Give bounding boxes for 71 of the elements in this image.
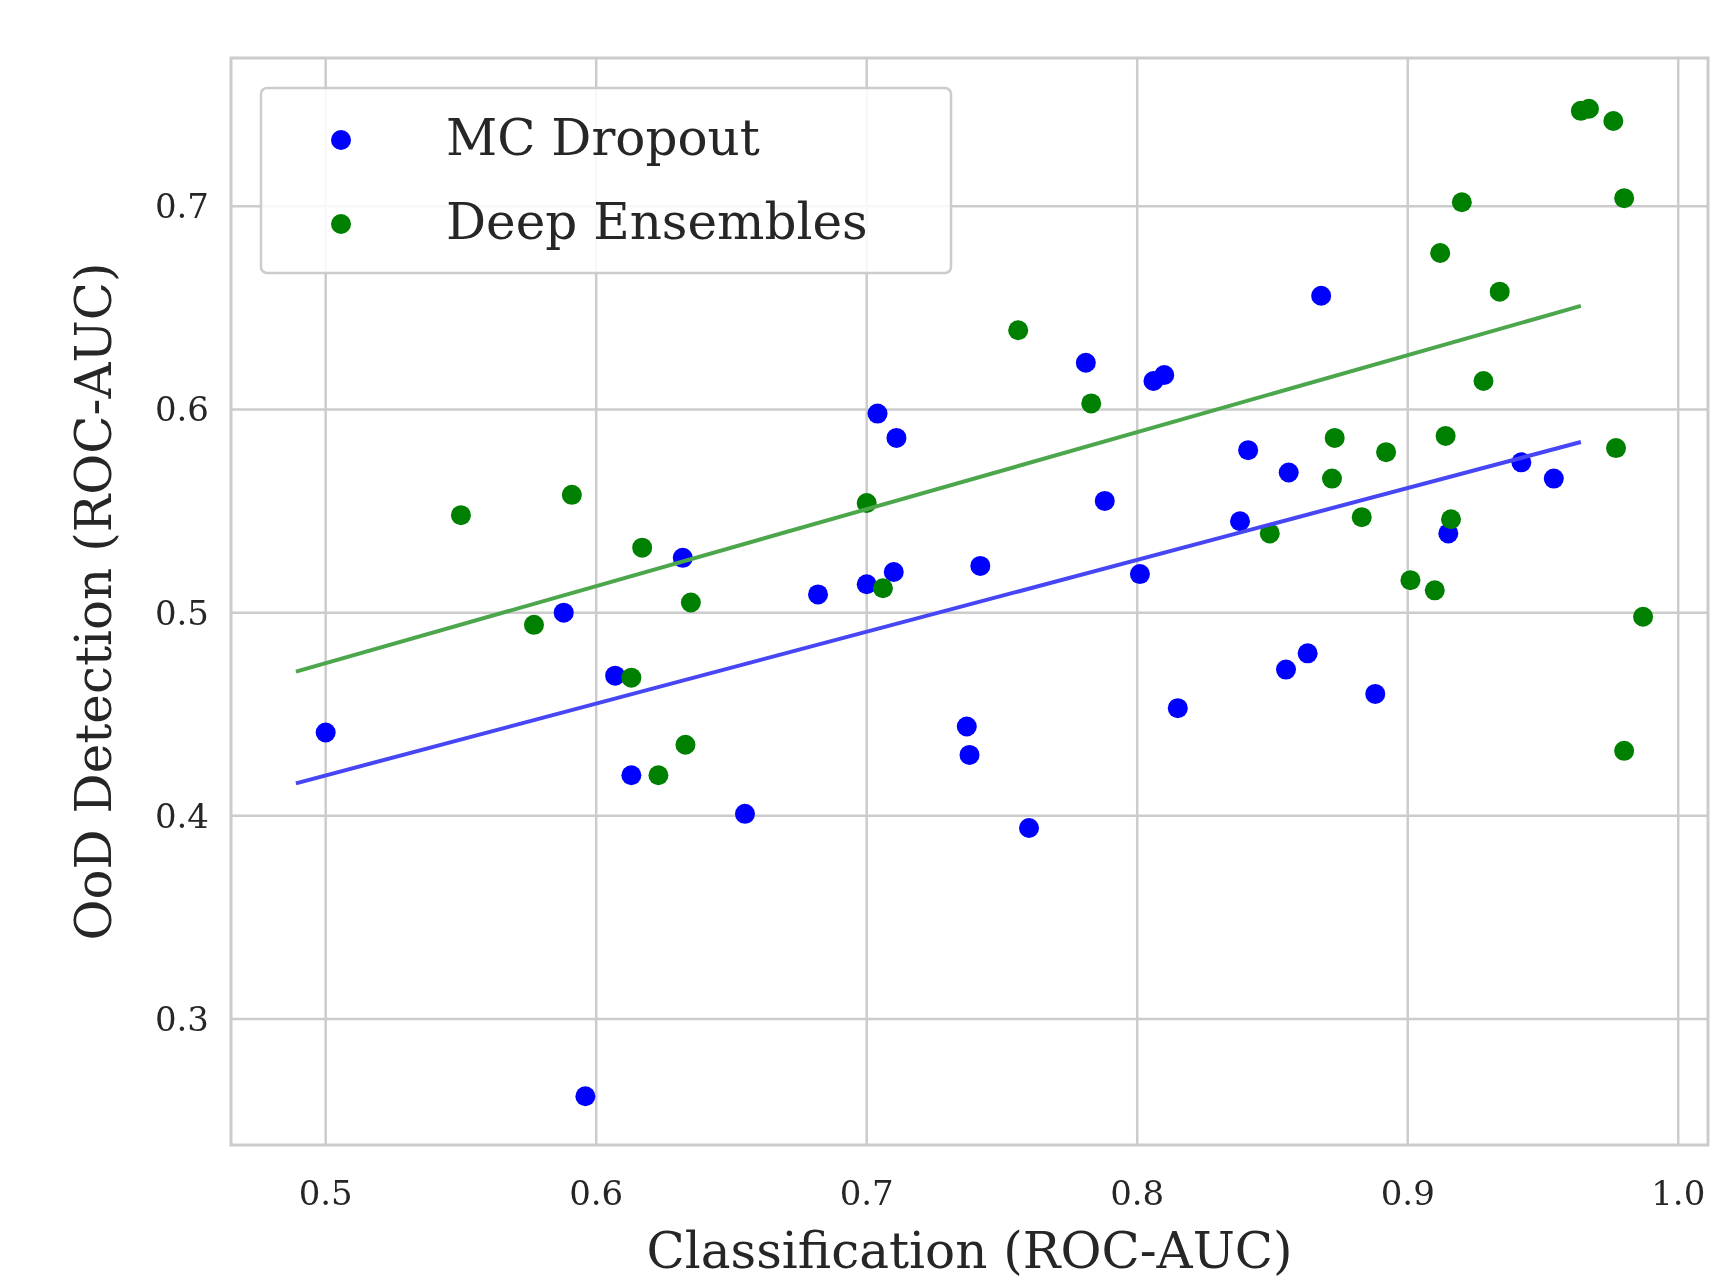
point [523,614,544,635]
x-tick-label: 0.6 [569,1173,624,1213]
point [1094,490,1115,511]
point [1633,606,1654,627]
y-tick-label: 0.4 [154,795,209,836]
point [621,667,642,688]
point [959,744,980,765]
point [1081,393,1102,414]
x-tick-label: 1.0 [1651,1173,1706,1213]
point [1311,285,1332,306]
point [1435,425,1456,446]
point [561,484,582,505]
point [1543,468,1564,489]
point [1230,511,1251,532]
point [1019,818,1040,839]
point [1430,243,1451,264]
x-axis-title: Classification (ROC-AUC) [646,1222,1293,1280]
point [553,602,574,623]
x-tick-label: 0.5 [298,1173,353,1213]
point [1424,580,1445,601]
point [1400,570,1421,591]
y-tick-label: 0.5 [154,592,209,633]
point [1614,740,1635,761]
point [648,765,669,786]
point [1351,507,1372,528]
point [1376,442,1397,463]
point [872,578,893,599]
point [808,584,829,605]
point [1603,110,1624,131]
point [450,505,471,526]
point [575,1086,596,1107]
legend-label: Deep Ensembles [446,193,868,251]
point [632,537,653,558]
point [605,665,626,686]
point [1441,509,1462,530]
y-axis-title: OoD Detection (ROC-AUC) [65,262,123,941]
point [1365,683,1386,704]
point [856,574,877,595]
point [1278,462,1299,483]
point [883,562,904,583]
x-tick-label: 0.8 [1110,1173,1165,1213]
point [1451,192,1472,213]
point [1489,281,1510,302]
point [1167,698,1188,719]
y-tick-label: 0.7 [154,186,209,227]
point [1473,371,1494,392]
point [1606,438,1627,459]
point [734,803,755,824]
point [970,555,991,576]
point [1008,320,1029,341]
point [1276,659,1296,680]
point [1614,188,1635,209]
point [1154,364,1175,385]
point [956,716,977,737]
point [867,403,888,424]
point [315,722,336,743]
point [621,765,642,786]
y-tick-label: 0.6 [154,389,209,430]
y-tick-label: 0.3 [154,999,209,1040]
point [886,427,907,448]
point [675,734,696,755]
legend-label: MC Dropout [446,109,760,167]
point [1297,643,1318,664]
point [680,592,701,613]
point [1129,564,1150,585]
point [1321,468,1342,489]
x-tick-label: 0.7 [839,1173,894,1213]
point [1238,440,1259,461]
x-tick-label: 0.9 [1380,1173,1435,1213]
point [1075,352,1096,373]
point [1324,427,1345,448]
